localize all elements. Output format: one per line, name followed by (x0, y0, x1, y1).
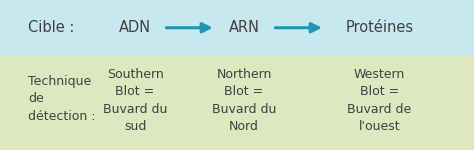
Text: Cible :: Cible : (28, 20, 75, 35)
Bar (0, 0, 474, 55)
Text: ADN: ADN (119, 20, 151, 35)
Text: Protéines: Protéines (345, 20, 413, 35)
Bar (0, 55, 474, 150)
Text: Northern
Blot =
Buvard du
Nord: Northern Blot = Buvard du Nord (212, 68, 276, 133)
Text: de: de (28, 93, 44, 105)
Text: Southern
Blot =
Buvard du
sud: Southern Blot = Buvard du sud (103, 68, 167, 133)
Text: Western
Blot =
Buvard de
l'ouest: Western Blot = Buvard de l'ouest (347, 68, 411, 133)
Text: Technique: Technique (28, 75, 91, 88)
Text: ARN: ARN (228, 20, 260, 35)
Text: détection :: détection : (28, 110, 96, 123)
